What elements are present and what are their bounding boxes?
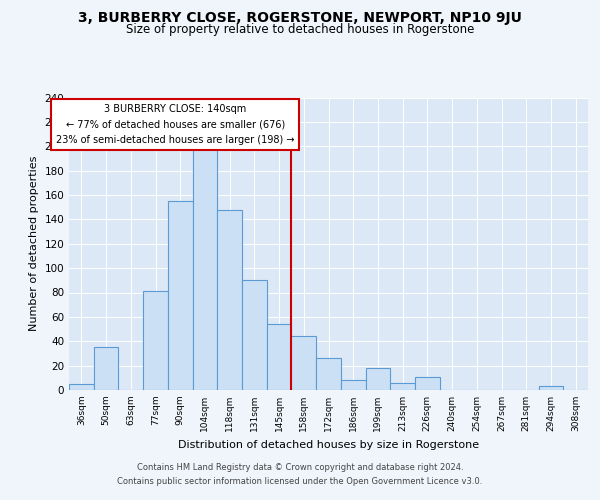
Text: Contains HM Land Registry data © Crown copyright and database right 2024.: Contains HM Land Registry data © Crown c… bbox=[137, 464, 463, 472]
Bar bbox=[242, 280, 267, 390]
Bar bbox=[390, 382, 415, 390]
Text: 3, BURBERRY CLOSE, ROGERSTONE, NEWPORT, NP10 9JU: 3, BURBERRY CLOSE, ROGERSTONE, NEWPORT, … bbox=[78, 11, 522, 25]
Bar bbox=[69, 384, 94, 390]
Text: 3 BURBERRY CLOSE: 140sqm
← 77% of detached houses are smaller (676)
23% of semi-: 3 BURBERRY CLOSE: 140sqm ← 77% of detach… bbox=[56, 104, 295, 145]
Bar bbox=[316, 358, 341, 390]
Bar bbox=[193, 146, 217, 390]
Bar bbox=[267, 324, 292, 390]
Bar bbox=[539, 386, 563, 390]
Bar bbox=[94, 348, 118, 390]
X-axis label: Distribution of detached houses by size in Rogerstone: Distribution of detached houses by size … bbox=[178, 440, 479, 450]
Bar bbox=[143, 292, 168, 390]
Text: Contains public sector information licensed under the Open Government Licence v3: Contains public sector information licen… bbox=[118, 477, 482, 486]
Bar bbox=[217, 210, 242, 390]
Bar bbox=[415, 376, 440, 390]
Bar bbox=[168, 201, 193, 390]
Bar bbox=[341, 380, 365, 390]
Bar bbox=[365, 368, 390, 390]
Bar bbox=[292, 336, 316, 390]
Y-axis label: Number of detached properties: Number of detached properties bbox=[29, 156, 39, 332]
Text: Size of property relative to detached houses in Rogerstone: Size of property relative to detached ho… bbox=[126, 22, 474, 36]
